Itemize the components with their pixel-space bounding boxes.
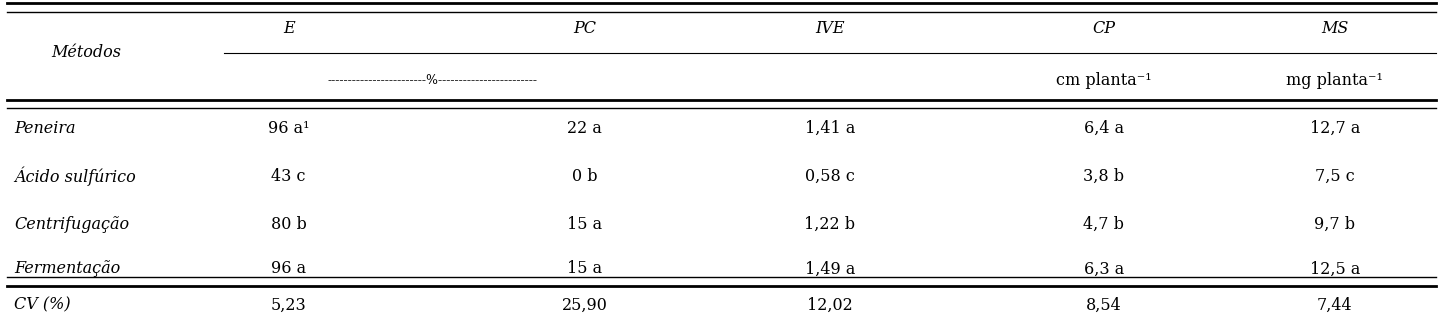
Text: 3,8 b: 3,8 b [1084, 168, 1124, 185]
Text: 6,3 a: 6,3 a [1084, 260, 1124, 277]
Text: Centrifugação: Centrifugação [14, 216, 130, 233]
Text: 12,02: 12,02 [807, 297, 853, 313]
Text: 96 a: 96 a [271, 260, 306, 277]
Text: PC: PC [573, 20, 596, 37]
Text: 7,44: 7,44 [1317, 297, 1352, 313]
Text: 43 c: 43 c [271, 168, 306, 185]
Text: 80 b: 80 b [271, 216, 306, 233]
Text: 22 a: 22 a [567, 120, 602, 137]
Text: IVE: IVE [815, 20, 844, 37]
Text: cm planta⁻¹: cm planta⁻¹ [1056, 72, 1152, 89]
Text: 12,5 a: 12,5 a [1310, 260, 1359, 277]
Text: 1,22 b: 1,22 b [804, 216, 856, 233]
Text: Fermentação: Fermentação [14, 260, 121, 277]
Text: 96 a¹: 96 a¹ [268, 120, 309, 137]
Text: 5,23: 5,23 [271, 297, 306, 313]
Text: 12,7 a: 12,7 a [1310, 120, 1359, 137]
Text: CP: CP [1092, 20, 1115, 37]
Text: Métodos: Métodos [52, 44, 121, 61]
Text: CV (%): CV (%) [14, 297, 71, 313]
Text: 0,58 c: 0,58 c [805, 168, 854, 185]
Text: 6,4 a: 6,4 a [1084, 120, 1124, 137]
Text: 0 b: 0 b [571, 168, 597, 185]
Text: MS: MS [1322, 20, 1348, 37]
Text: Peneira: Peneira [14, 120, 76, 137]
Text: 9,7 b: 9,7 b [1315, 216, 1355, 233]
Text: 1,41 a: 1,41 a [805, 120, 854, 137]
Text: mg planta⁻¹: mg planta⁻¹ [1286, 72, 1384, 89]
Text: 15 a: 15 a [567, 216, 602, 233]
Text: 7,5 c: 7,5 c [1315, 168, 1355, 185]
Text: 15 a: 15 a [567, 260, 602, 277]
Text: 1,49 a: 1,49 a [805, 260, 854, 277]
Text: ------------------------%------------------------: ------------------------%---------------… [328, 74, 538, 87]
Text: Ácido sulfúrico: Ácido sulfúrico [14, 167, 136, 186]
Text: 25,90: 25,90 [561, 297, 608, 313]
Text: 8,54: 8,54 [1087, 297, 1121, 313]
Text: E: E [283, 20, 294, 37]
Text: 4,7 b: 4,7 b [1084, 216, 1124, 233]
